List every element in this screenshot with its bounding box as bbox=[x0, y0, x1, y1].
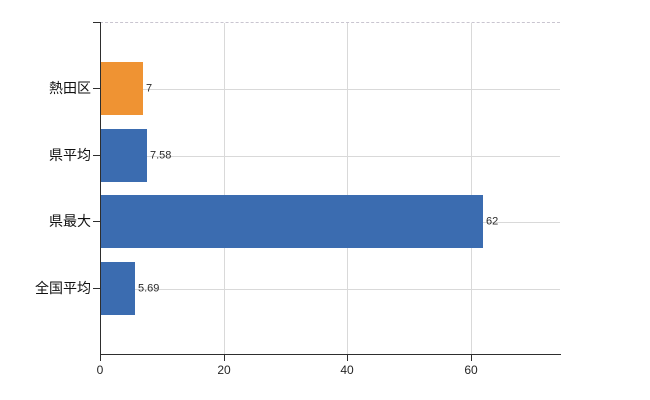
x-tick-label: 0 bbox=[96, 363, 104, 377]
bar-value-label: 7.58 bbox=[150, 149, 172, 162]
x-axis-line bbox=[100, 354, 561, 355]
x-axis-tick bbox=[224, 355, 225, 361]
y-axis-tick bbox=[93, 221, 100, 222]
category-label: 県平均 bbox=[49, 147, 91, 163]
bar-2 bbox=[100, 195, 483, 248]
bar-0 bbox=[100, 62, 143, 115]
category-label: 熱田区 bbox=[49, 80, 91, 96]
x-axis-tick bbox=[347, 355, 348, 361]
category-gridline bbox=[100, 289, 560, 290]
bar-value-label: 62 bbox=[486, 215, 499, 228]
y-axis-top-tick bbox=[93, 22, 100, 23]
x-tick-label: 40 bbox=[340, 363, 354, 377]
category-label: 県最大 bbox=[49, 213, 91, 229]
bar-1 bbox=[100, 129, 147, 182]
y-axis-tick bbox=[93, 88, 100, 89]
bar-3 bbox=[100, 262, 135, 315]
x-gridline bbox=[224, 23, 225, 354]
x-axis-tick bbox=[471, 355, 472, 361]
x-gridline bbox=[471, 23, 472, 354]
category-label: 全国平均 bbox=[35, 280, 91, 296]
category-gridline bbox=[100, 89, 560, 90]
bar-value-label: 5.69 bbox=[138, 282, 160, 295]
x-tick-label: 60 bbox=[464, 363, 478, 377]
plot-area: 7 7.58 62 5.69 bbox=[100, 22, 560, 354]
x-tick-label: 20 bbox=[217, 363, 231, 377]
y-axis-line bbox=[100, 22, 101, 354]
y-axis-tick bbox=[93, 288, 100, 289]
bar-value-label: 7 bbox=[146, 82, 153, 95]
x-axis-tick bbox=[100, 355, 101, 361]
y-axis-tick bbox=[93, 155, 100, 156]
x-gridline bbox=[347, 23, 348, 354]
category-gridline bbox=[100, 156, 560, 157]
